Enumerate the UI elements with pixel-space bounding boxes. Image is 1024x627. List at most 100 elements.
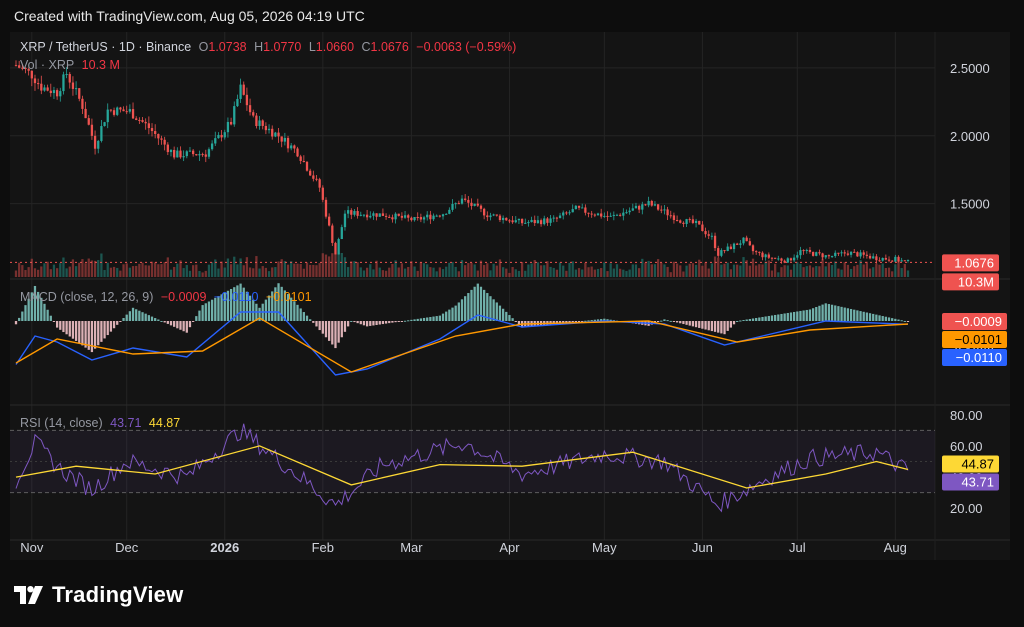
candle-body (233, 106, 236, 125)
candle-body (834, 252, 837, 257)
volume-bar (185, 265, 188, 277)
volume-bar (774, 263, 777, 277)
candle-body (106, 109, 109, 123)
macd-histogram-bar (723, 321, 726, 335)
macd-histogram-bar (296, 304, 299, 321)
chart-svg[interactable]: 2.50002.00001.50001.067610.3M-0.1000−0.0… (10, 32, 1010, 560)
candle-body (302, 160, 305, 162)
volume-bar (679, 265, 682, 277)
volume-bar (549, 266, 552, 277)
candle-body (277, 132, 280, 137)
candle-body (43, 87, 46, 91)
candle-body (299, 156, 302, 161)
open-label: O (198, 40, 209, 54)
macd-histogram-bar (742, 319, 745, 321)
volume-bar (821, 258, 824, 277)
macd-histogram-bar (236, 285, 239, 321)
candle-body (264, 125, 268, 131)
volume-bar (248, 267, 252, 277)
volume-bar (422, 263, 426, 277)
candle-body (878, 260, 881, 262)
volume-bar (732, 264, 736, 277)
volume-bar (245, 257, 249, 277)
candle-body (248, 105, 252, 113)
volume-bar (388, 267, 391, 277)
low-value: 1.0660 (315, 40, 355, 54)
volume-bar (255, 256, 258, 277)
macd-histogram-bar (606, 319, 609, 321)
price-tick-label: 2.0000 (950, 129, 990, 144)
candle-body (100, 126, 103, 141)
macd-histogram-bar (226, 290, 230, 321)
candle-body (596, 213, 600, 216)
candle-body (884, 257, 887, 260)
candle-body (634, 205, 638, 209)
macd-histogram-bar (875, 314, 878, 321)
candle-body (419, 217, 423, 220)
candle-body (24, 67, 27, 70)
macd-histogram-bar (362, 321, 366, 326)
candle-body (476, 203, 479, 206)
macd-histogram-bar (656, 321, 660, 322)
candle-body (612, 214, 615, 216)
macd-label[interactable]: MACD (close, 12, 26, 9) (20, 290, 154, 304)
chart-frame[interactable]: 2.50002.00001.50001.067610.3M-0.1000−0.0… (10, 32, 1010, 560)
candle-body (90, 124, 94, 136)
volume-bar (381, 270, 385, 277)
volume-bar (631, 264, 634, 277)
volume-bar (669, 272, 672, 277)
candle-body (644, 204, 647, 206)
candle-body (732, 243, 736, 250)
volume-bar (843, 262, 846, 277)
volume-bar (780, 267, 783, 277)
candle-body (280, 136, 283, 142)
volume-bar (846, 264, 850, 277)
tradingview-logo[interactable]: TradingView (14, 582, 183, 608)
volume-bar (191, 265, 195, 277)
macd-histogram-bar (479, 286, 483, 321)
volume-bar (628, 269, 631, 277)
macd-histogram-bar (571, 321, 574, 323)
candle-body (403, 215, 407, 218)
candle-body (176, 150, 179, 158)
macd-histogram-bar (758, 317, 761, 321)
candle-body (818, 252, 821, 254)
volume-bar (495, 265, 498, 277)
macd-signal-tag: −0.0101 (955, 332, 1002, 347)
price-tick-label: 1.5000 (950, 197, 990, 212)
candle-body (296, 148, 299, 157)
macd-histogram-bar (157, 319, 160, 321)
volume-bar (875, 263, 878, 277)
macd-histogram-bar (315, 321, 318, 327)
candle-body (163, 139, 166, 145)
time-tick-label: Apr (499, 540, 520, 555)
candle-body (682, 222, 685, 224)
symbol-label[interactable]: XRP / TetherUS · 1D · Binance (20, 40, 192, 54)
volume-bar (312, 264, 315, 277)
candle-body (87, 118, 90, 125)
volume-bar (767, 260, 770, 277)
candle-body (666, 209, 669, 216)
candle-body (359, 214, 362, 216)
rsi-label[interactable]: RSI (14, close) (20, 416, 103, 430)
macd-histogram-bar (732, 321, 736, 325)
candle-body (637, 205, 641, 210)
macd-histogram-bar (454, 305, 457, 321)
macd-histogram-bar (359, 321, 362, 325)
volume-bar (68, 266, 71, 277)
candle-body (407, 215, 410, 218)
volume-bar (78, 262, 81, 277)
candle-body (154, 131, 157, 134)
candle-body (441, 214, 445, 217)
volume-bar (340, 253, 343, 277)
macd-histogram-bar (100, 321, 103, 342)
candle-body (729, 246, 733, 250)
volume-bar (691, 263, 695, 277)
macd-histogram-bar (574, 321, 578, 322)
macd-histogram-bar (736, 321, 739, 322)
candle-body (207, 149, 211, 157)
volume-bar (283, 261, 287, 277)
volume-bar (229, 264, 233, 277)
macd-histogram-bar (274, 287, 277, 321)
macd-histogram-bar (739, 320, 742, 322)
